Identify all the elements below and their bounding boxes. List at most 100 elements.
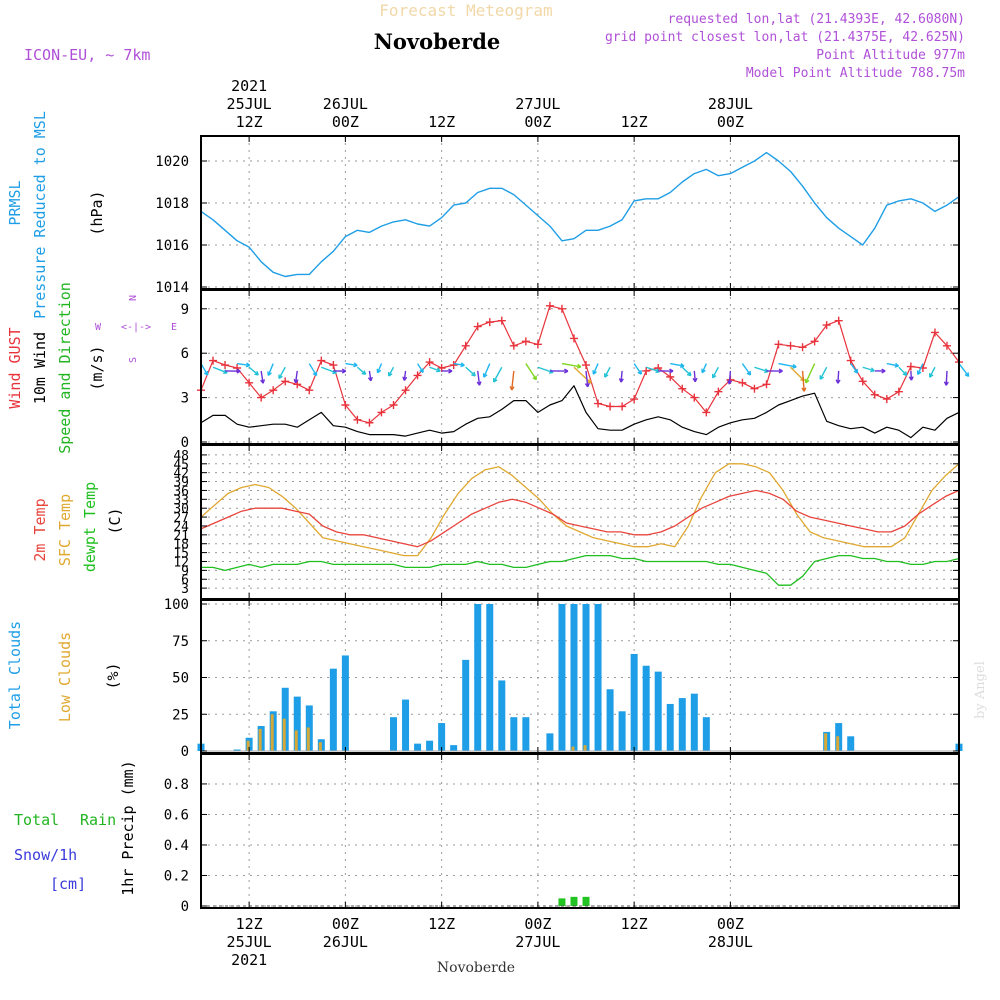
data-layer (197, 151, 970, 907)
gust-marker (762, 380, 771, 389)
requested-coords: requested lon,lat (21.4393E, 42.6080N) (668, 12, 965, 27)
gust-marker (509, 341, 518, 350)
top-time-label: 00Z (524, 113, 551, 131)
y-tick-label: 3 (181, 391, 189, 407)
wind-direction-arrow (645, 366, 660, 373)
wind-direction-arrow (728, 370, 732, 385)
total-cloud-bar (450, 745, 458, 751)
wind-arrow-head (637, 370, 643, 375)
total-clouds-label: Total Clouds (6, 621, 24, 729)
gust-marker (774, 340, 783, 349)
total-cloud-bar (594, 604, 602, 751)
gust-marker (894, 387, 903, 396)
compass-n: N (128, 295, 139, 301)
wind-direction-arrow (200, 363, 209, 376)
point-altitude: Point Altitude 977m (816, 48, 965, 63)
low-cloud-bar (282, 718, 286, 751)
total-cloud-bar (293, 696, 301, 751)
total-cloud-bar (630, 653, 638, 751)
total-cloud-bar (341, 655, 349, 751)
top-time-label: 2021 (231, 77, 267, 95)
wind-direction-arrow (819, 366, 828, 380)
gridpoint-coords: grid point closest lon,lat (21.4375E, 42… (605, 30, 965, 45)
wind-arrow-head (482, 373, 488, 378)
wind-direction-arrow (236, 362, 250, 367)
gust-marker (209, 356, 218, 365)
y-tick-label: 75 (172, 634, 189, 650)
top-time-label: 12Z (236, 113, 263, 131)
total-cloud-bar (546, 733, 554, 751)
precip-total-label: Total (14, 811, 59, 829)
total-cloud-bar (618, 711, 626, 751)
wind-direction-arrow (681, 366, 692, 377)
wind-arrow-head (964, 372, 970, 377)
wind-arrow-head (819, 375, 825, 380)
y-tick-label: 39 (173, 476, 189, 491)
wind-direction-arrow (620, 370, 623, 383)
wind-arrow-head (245, 362, 251, 368)
top-time-label: 12Z (428, 113, 455, 131)
wind-arrow-head (267, 371, 272, 376)
gust-marker (413, 371, 422, 380)
gust-marker (521, 337, 530, 346)
wind-direction-arrow (511, 370, 515, 391)
wind-direction-arrow (592, 363, 599, 375)
compass-s: S (128, 357, 139, 363)
gust-marker (834, 316, 843, 325)
pressure-label-long: Pressure Reduced to MSL (31, 111, 49, 319)
y-tick-label: 6 (181, 573, 189, 588)
wind-arrow-head (727, 380, 733, 385)
gust-marker (942, 341, 951, 350)
wind-arrow-head (341, 368, 347, 374)
y-tick-label: 30 (173, 502, 189, 517)
total-cloud-bar (690, 693, 698, 751)
gust-marker (606, 402, 615, 411)
gust-line (200, 305, 960, 424)
wind-arrow-head (870, 367, 875, 373)
wind-arrow-head (476, 381, 482, 386)
wind-direction-arrow (561, 362, 581, 368)
wind-arrow-head (835, 379, 841, 384)
low-cloud-bar (583, 745, 587, 751)
gust-marker (858, 377, 867, 386)
y-tick-label: 36 (173, 484, 189, 499)
wind-arrow-head (576, 363, 582, 369)
wind-arrow-head (692, 377, 698, 383)
pressure-label-prmsl: PRMSL (6, 180, 24, 225)
bottom-time-label: 00Z (717, 915, 744, 933)
wind-direction-arrow (778, 362, 797, 368)
top-time-label: 00Z (717, 113, 744, 131)
wind-direction-arrow (493, 366, 503, 383)
gust-marker (365, 418, 374, 427)
rain-bar (570, 896, 578, 906)
temp-dewpt-label: dewpt Temp (81, 482, 99, 572)
gust-marker (257, 393, 266, 402)
model-altitude: Model Point Altitude 788.75m (746, 66, 965, 81)
y-tick-label: 0.6 (164, 807, 189, 823)
top-time-label: 25JUL (227, 95, 272, 113)
gust-marker (341, 401, 350, 409)
wind-direction-arrow (741, 363, 752, 376)
y-tick-label: 18 (173, 538, 189, 553)
wind-arrow-head (686, 371, 692, 377)
y-tick-label: 48 (173, 449, 189, 464)
wind-direction-arrow (483, 363, 491, 378)
wind-direction-arrow (917, 363, 924, 375)
wind-direction-arrow (801, 370, 805, 392)
y-tick-label: 50 (172, 671, 189, 687)
total-cloud-bar (558, 604, 566, 751)
gust-marker (245, 378, 254, 387)
wind-arrow-head (278, 374, 283, 380)
wind-arrow-head (564, 368, 569, 374)
wind-direction-arrow (805, 363, 816, 384)
y-tick-label: 27 (173, 511, 189, 526)
wind-arrow-head (746, 370, 752, 376)
y-tick-label: 15 (173, 547, 189, 562)
total-cloud-bar (570, 604, 578, 751)
wind-direction-arrow (712, 366, 719, 379)
wind-arrow-head (618, 378, 624, 383)
y-tick-label: 3 (181, 582, 189, 597)
low-cloud-bar (258, 728, 262, 751)
wind-arrow-head (493, 378, 498, 383)
low-cloud-bar (836, 736, 840, 751)
